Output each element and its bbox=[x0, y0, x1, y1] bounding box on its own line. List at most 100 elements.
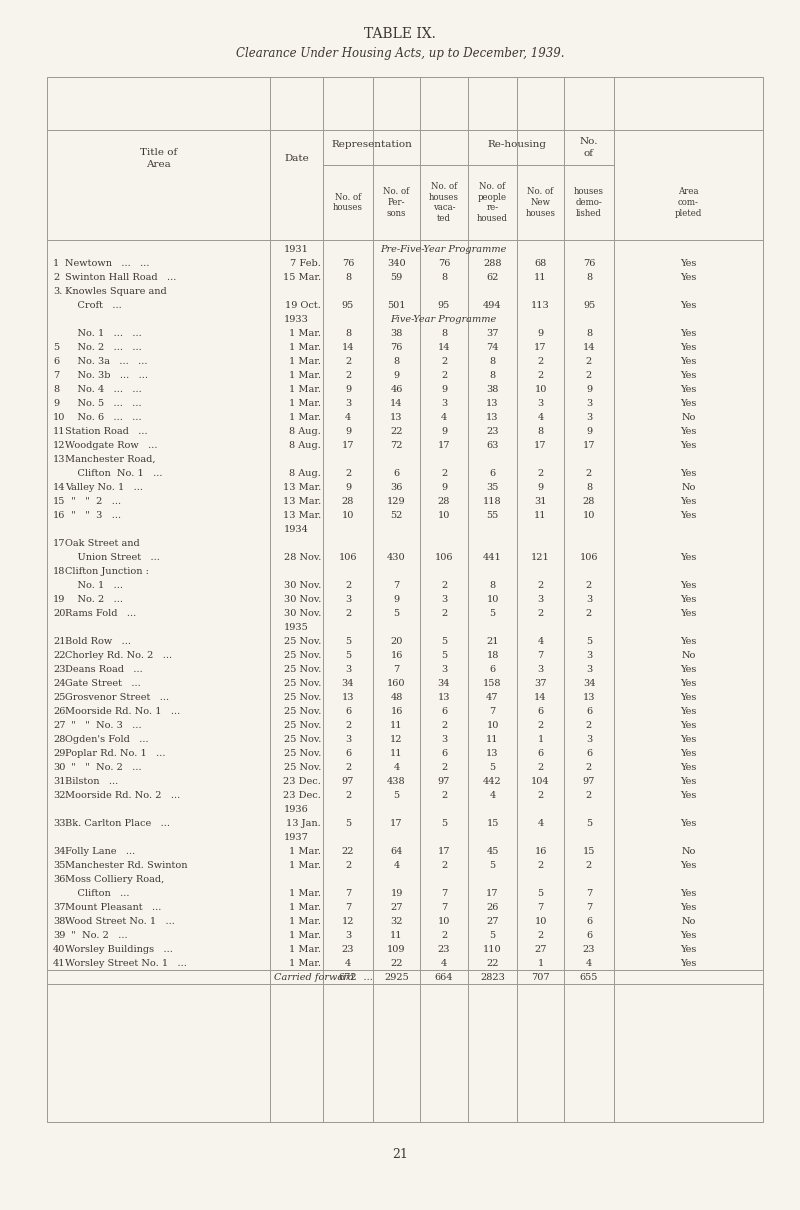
Text: 2: 2 bbox=[441, 930, 447, 939]
Text: 6: 6 bbox=[586, 707, 592, 715]
Text: 30: 30 bbox=[53, 762, 66, 772]
Text: Moorside Rd. No. 2   ...: Moorside Rd. No. 2 ... bbox=[65, 790, 180, 800]
Text: 15 Mar.: 15 Mar. bbox=[283, 272, 321, 282]
Text: 17: 17 bbox=[534, 342, 546, 351]
Text: TABLE IX.: TABLE IX. bbox=[364, 27, 436, 41]
Text: 23 Dec.: 23 Dec. bbox=[283, 777, 321, 785]
Text: 14: 14 bbox=[342, 342, 354, 351]
Text: Yes: Yes bbox=[680, 679, 697, 687]
Text: 2: 2 bbox=[586, 581, 592, 589]
Text: 25 Nov.: 25 Nov. bbox=[284, 707, 321, 715]
Text: 2: 2 bbox=[345, 720, 351, 730]
Text: 6: 6 bbox=[441, 707, 447, 715]
Text: Carried forward   ...: Carried forward ... bbox=[274, 973, 373, 981]
Text: 17: 17 bbox=[53, 538, 66, 547]
Text: 7: 7 bbox=[538, 903, 544, 911]
Text: Station Road   ...: Station Road ... bbox=[65, 426, 148, 436]
Text: 8: 8 bbox=[538, 426, 543, 436]
Text: Croft   ...: Croft ... bbox=[65, 300, 122, 310]
Text: 29: 29 bbox=[53, 749, 66, 757]
Text: Manchester Road,: Manchester Road, bbox=[65, 455, 155, 463]
Text: No. of
houses: No. of houses bbox=[333, 192, 363, 213]
Text: 3: 3 bbox=[345, 398, 351, 408]
Text: 3: 3 bbox=[538, 594, 544, 604]
Text: 2: 2 bbox=[586, 370, 592, 380]
Text: 4: 4 bbox=[490, 790, 496, 800]
Text: 4: 4 bbox=[345, 413, 351, 421]
Text: 28: 28 bbox=[342, 496, 354, 506]
Text: 672: 672 bbox=[338, 973, 358, 981]
Text: 5: 5 bbox=[394, 790, 399, 800]
Text: 17: 17 bbox=[486, 888, 498, 898]
Text: 1: 1 bbox=[538, 958, 544, 968]
Text: 9: 9 bbox=[441, 385, 447, 393]
Text: 8: 8 bbox=[441, 328, 447, 338]
Text: 442: 442 bbox=[483, 777, 502, 785]
Text: 22: 22 bbox=[390, 958, 402, 968]
Text: 2: 2 bbox=[441, 790, 447, 800]
Text: 10: 10 bbox=[534, 385, 546, 393]
Text: Yes: Yes bbox=[680, 860, 697, 870]
Bar bbox=[47, 77, 763, 1122]
Text: 20: 20 bbox=[390, 636, 402, 645]
Text: 13: 13 bbox=[486, 413, 498, 421]
Text: 6: 6 bbox=[441, 749, 447, 757]
Text: 48: 48 bbox=[390, 692, 402, 702]
Text: houses
demo-
lished: houses demo- lished bbox=[574, 188, 604, 218]
Text: 14: 14 bbox=[582, 342, 595, 351]
Text: 1937: 1937 bbox=[284, 832, 309, 841]
Text: 10: 10 bbox=[438, 511, 450, 519]
Text: 28 Nov.: 28 Nov. bbox=[284, 553, 321, 561]
Text: 97: 97 bbox=[583, 777, 595, 785]
Text: 441: 441 bbox=[483, 553, 502, 561]
Text: 12: 12 bbox=[342, 916, 354, 926]
Text: 13: 13 bbox=[438, 692, 450, 702]
Text: 15: 15 bbox=[583, 847, 595, 855]
Text: 2: 2 bbox=[441, 762, 447, 772]
Text: 8 Aug.: 8 Aug. bbox=[289, 440, 321, 449]
Text: 494: 494 bbox=[483, 300, 502, 310]
Text: Yes: Yes bbox=[680, 636, 697, 645]
Text: Pre-Five-Year Programme: Pre-Five-Year Programme bbox=[380, 244, 506, 254]
Text: 22: 22 bbox=[390, 426, 402, 436]
Text: 62: 62 bbox=[486, 272, 498, 282]
Text: 5: 5 bbox=[538, 888, 543, 898]
Text: Manchester Rd. Swinton: Manchester Rd. Swinton bbox=[65, 860, 187, 870]
Text: 8: 8 bbox=[586, 483, 592, 491]
Text: Yes: Yes bbox=[680, 692, 697, 702]
Text: Bold Row   ...: Bold Row ... bbox=[65, 636, 131, 645]
Text: 5: 5 bbox=[53, 342, 59, 351]
Text: Five-Year Programme: Five-Year Programme bbox=[390, 315, 497, 323]
Text: 1 Mar.: 1 Mar. bbox=[289, 903, 321, 911]
Text: "   "  3   ...: " " 3 ... bbox=[65, 511, 121, 519]
Text: Yes: Yes bbox=[680, 342, 697, 351]
Text: 19 Oct.: 19 Oct. bbox=[285, 300, 321, 310]
Text: 1 Mar.: 1 Mar. bbox=[289, 930, 321, 939]
Text: 5: 5 bbox=[394, 609, 399, 617]
Text: 13 Mar.: 13 Mar. bbox=[282, 496, 321, 506]
Text: Yes: Yes bbox=[680, 609, 697, 617]
Text: 17: 17 bbox=[582, 440, 595, 449]
Text: 1 Mar.: 1 Mar. bbox=[289, 398, 321, 408]
Text: 13: 13 bbox=[582, 692, 595, 702]
Text: 37: 37 bbox=[53, 903, 66, 911]
Text: Yes: Yes bbox=[680, 790, 697, 800]
Text: 23: 23 bbox=[53, 664, 66, 674]
Text: Area
com-
pleted: Area com- pleted bbox=[675, 188, 702, 218]
Text: 39: 39 bbox=[53, 930, 66, 939]
Text: 106: 106 bbox=[434, 553, 454, 561]
Text: 5: 5 bbox=[345, 636, 351, 645]
Text: 9: 9 bbox=[394, 594, 399, 604]
Text: 109: 109 bbox=[387, 945, 406, 953]
Text: 4: 4 bbox=[538, 413, 544, 421]
Text: 2: 2 bbox=[441, 370, 447, 380]
Text: 9: 9 bbox=[53, 398, 59, 408]
Text: 34: 34 bbox=[342, 679, 354, 687]
Text: 14: 14 bbox=[390, 398, 402, 408]
Text: 1931: 1931 bbox=[284, 244, 309, 254]
Text: 10: 10 bbox=[438, 916, 450, 926]
Text: 5: 5 bbox=[345, 651, 351, 659]
Text: 2: 2 bbox=[586, 609, 592, 617]
Text: 4: 4 bbox=[538, 636, 544, 645]
Text: Yes: Yes bbox=[680, 958, 697, 968]
